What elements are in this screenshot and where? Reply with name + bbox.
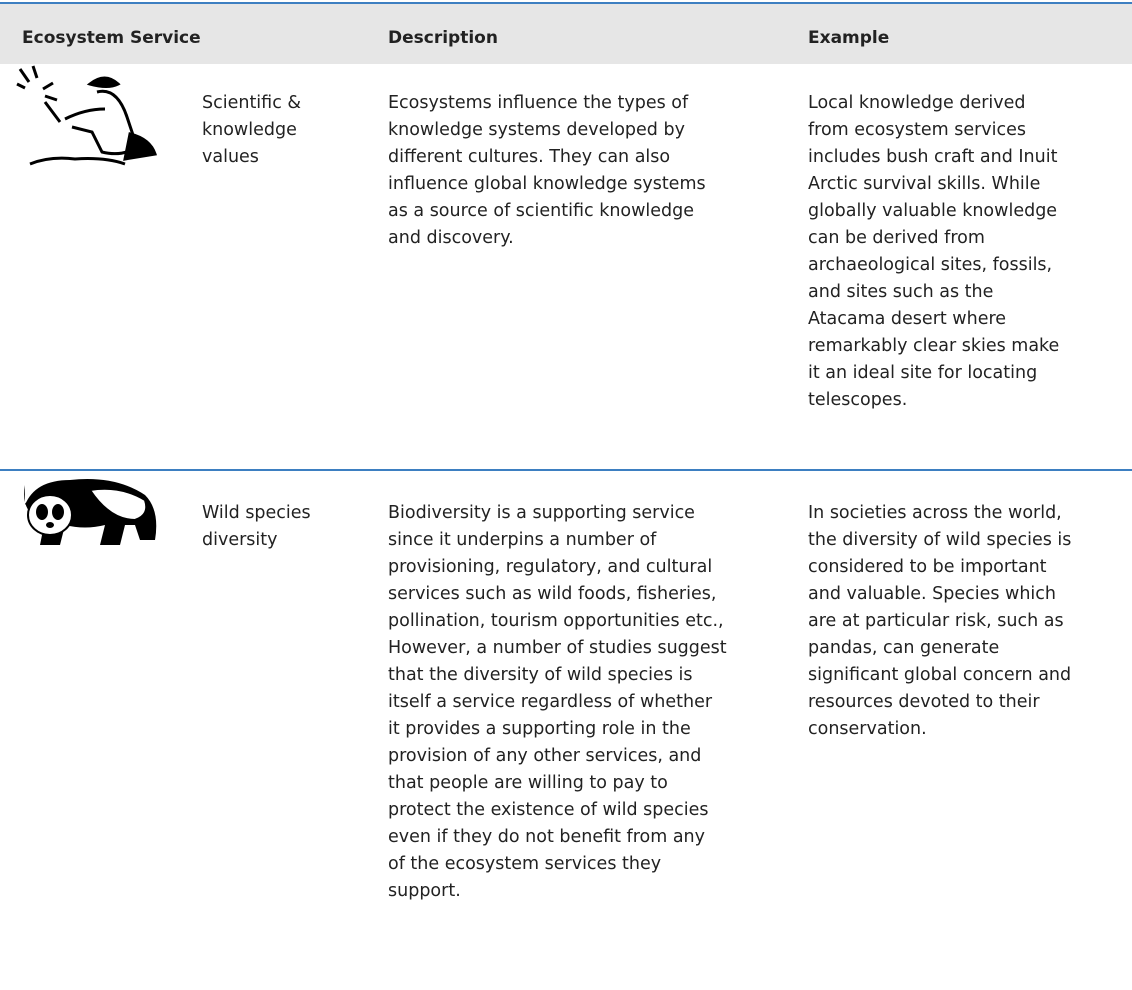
text-line: knowledge systems developed by <box>388 120 685 140</box>
header-cell: Example <box>808 28 890 48</box>
text-line: knowledge <box>202 120 297 140</box>
service-cell: Wild species diversity <box>202 500 311 554</box>
text-line: Wild species <box>202 503 311 523</box>
text-line: includes bush craft and Inuit <box>808 147 1058 167</box>
text-line: pandas, can generate <box>808 638 1000 658</box>
text-line: Atacama desert where <box>808 309 1007 329</box>
text-line: Biodiversity is a supporting service <box>388 503 695 523</box>
text-line: services such as wild foods, fisheries, <box>388 584 717 604</box>
text-line: influence global knowledge systems <box>388 174 706 194</box>
text-line: considered to be important <box>808 557 1047 577</box>
text-line: that people are willing to pay to <box>388 773 668 793</box>
text-line: since it underpins a number of <box>388 530 657 550</box>
header-cell: Description <box>388 28 498 48</box>
panda-icon <box>24 479 157 545</box>
text-line: remarkably clear skies make <box>808 336 1060 356</box>
text-line: pollination, tourism opportunities etc., <box>388 611 724 631</box>
text-line: as a source of scientific knowledge <box>388 201 695 221</box>
text-line: In societies across the world, <box>808 503 1062 523</box>
text-line: telescopes. <box>808 390 908 410</box>
text-line: Arctic survival skills. While <box>808 174 1041 194</box>
text-line: can be derived from <box>808 228 985 248</box>
text-line: provisioning, regulatory, and cultural <box>388 557 713 577</box>
text-line: from ecosystem services <box>808 120 1027 140</box>
text-line: the diversity of wild species is <box>808 530 1072 550</box>
text-line: conservation. <box>808 719 927 739</box>
text-line: and valuable. Species which <box>808 584 1056 604</box>
text-line: itself a service regardless of whether <box>388 692 713 712</box>
text-line: globally valuable knowledge <box>808 201 1058 221</box>
header-cell: Ecosystem Service <box>22 28 201 48</box>
service-cell: Scientific & knowledge values <box>202 90 301 171</box>
text-line: that the diversity of wild species is <box>388 665 693 685</box>
text-line: different cultures. They can also <box>388 147 671 167</box>
text-line: Scientific & <box>202 93 302 113</box>
text-line: significant global concern and <box>808 665 1072 685</box>
text-line: However, a number of studies suggest <box>388 638 727 658</box>
text-line: provision of any other services, and <box>388 746 702 766</box>
text-line: of the ecosystem services they <box>388 854 662 874</box>
text-line: it provides a supporting role in the <box>388 719 691 739</box>
description-cell: Ecosystems influence the types of knowled… <box>388 90 706 252</box>
text-line: diversity <box>202 530 278 550</box>
text-line: it an ideal site for locating <box>808 363 1038 383</box>
text-line: Ecosystems influence the types of <box>388 93 689 113</box>
table-header <box>0 2 1132 64</box>
row-separator <box>0 469 1132 471</box>
text-line: archaeological sites, fossils, <box>808 255 1053 275</box>
example-cell: In societies across the world, the divers… <box>808 500 1071 743</box>
text-line: even if they do not benefit from any <box>388 827 706 847</box>
text-line: Local knowledge derived <box>808 93 1026 113</box>
text-line: and sites such as the <box>808 282 994 302</box>
description-cell: Biodiversity is a supporting service sinc… <box>388 500 727 905</box>
scientist-icon <box>16 65 157 166</box>
text-line: protect the existence of wild species <box>388 800 709 820</box>
text-line: values <box>202 147 259 167</box>
example-cell: Local knowledge derived from ecosystem se… <box>808 90 1059 414</box>
text-line: are at particular risk, such as <box>808 611 1064 631</box>
text-line: and discovery. <box>388 228 514 248</box>
text-line: support. <box>388 881 461 901</box>
text-line: resources devoted to their <box>808 692 1040 712</box>
